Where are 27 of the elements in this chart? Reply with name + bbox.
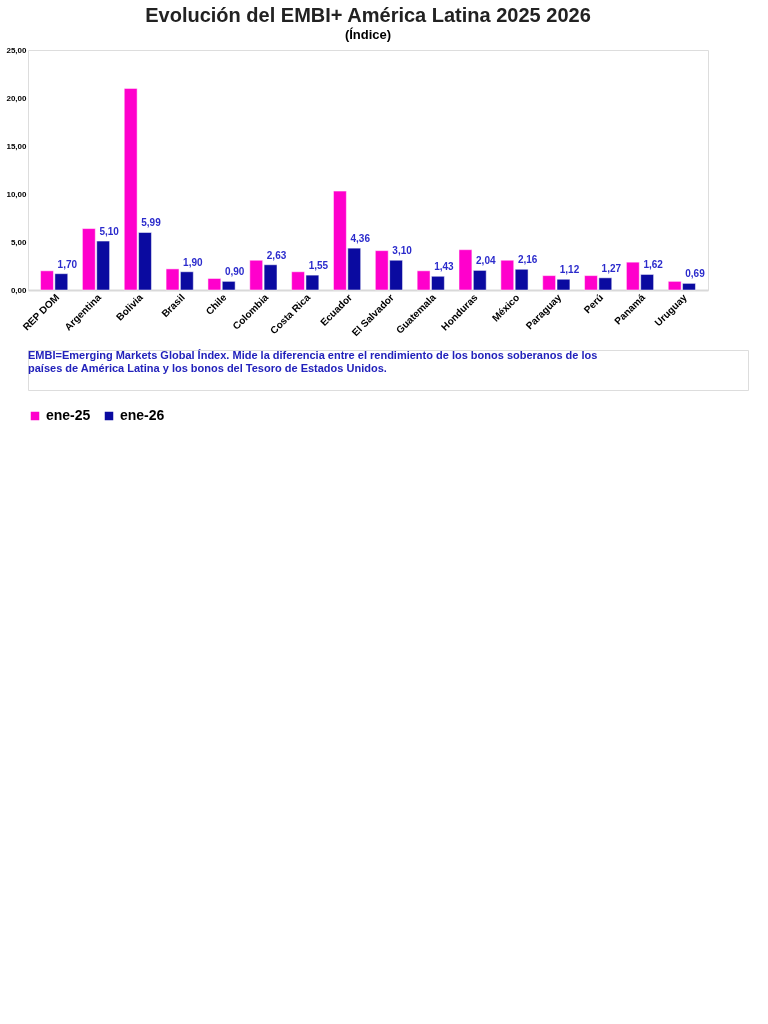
legend-label: ene-25 [46, 407, 91, 423]
data-label: 1,43 [434, 261, 455, 273]
data-label: 0,69 [685, 268, 706, 280]
data-label: 5,99 [141, 217, 162, 229]
data-label: 5,10 [99, 226, 120, 238]
data-label: 1,55 [308, 260, 329, 272]
chart-title: Evolución del EMBI+ América Latina 2025 2026 [145, 4, 591, 26]
chart-subtitle: (Índice) [344, 27, 392, 42]
data-label: 2,63 [266, 249, 287, 261]
data-label: 1,70 [57, 258, 78, 270]
y-tick-label: 10,00 [6, 189, 28, 199]
y-tick-label: 20,00 [6, 93, 28, 103]
data-label: 4,36 [350, 233, 371, 245]
data-label: 0,90 [224, 266, 245, 278]
data-label: 3,10 [392, 245, 413, 257]
y-tick-label: 15,00 [6, 141, 28, 151]
data-label: 2,04 [476, 255, 496, 267]
y-tick-label: 0,00 [10, 285, 28, 295]
data-label: 2,16 [517, 254, 538, 266]
data-label: 1,90 [183, 256, 204, 268]
legend-label: ene-26 [120, 407, 165, 423]
y-tick-label: 5,00 [10, 237, 28, 247]
data-label: 1,12 [559, 264, 580, 276]
y-tick-label: 25,00 [6, 45, 28, 55]
text: EMBI=Emerging Markets Global Índex. Mide la diferencia entre el rendimiento de los bonos soberanos de los países de América Latina y los bonos del Tesoro de Estados Unidos. [28, 349, 598, 374]
data-label: 1,27 [601, 262, 622, 274]
data-label: 1,62 [643, 259, 664, 271]
